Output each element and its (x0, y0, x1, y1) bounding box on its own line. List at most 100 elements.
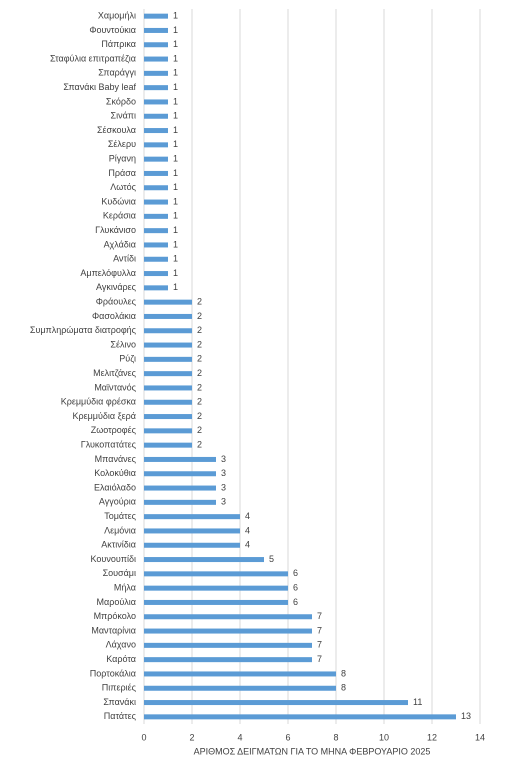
bar (144, 70, 168, 76)
bar (144, 628, 312, 634)
y-tick-label: Κυδώνια (101, 196, 136, 206)
bar (144, 385, 192, 391)
data-label: 1 (173, 182, 178, 192)
bar (144, 313, 192, 319)
y-tick-label: Κουνουπίδι (91, 554, 136, 564)
bar (144, 700, 408, 706)
bar (144, 557, 264, 563)
y-tick-label: Σέλερυ (108, 139, 136, 149)
x-tick-label: 6 (285, 732, 290, 742)
y-tick-label: Λάχανο (106, 640, 136, 650)
x-axis-title: ΑΡΙΘΜΟΣ ΔΕΙΓΜΑΤΩΝ ΓΙΑ ΤΟ ΜΗΝΑ ΦΕΒΡΟΥΑΡΙΟ… (194, 746, 431, 756)
bar (144, 256, 168, 262)
data-label: 2 (197, 440, 202, 450)
data-label: 1 (173, 68, 178, 78)
data-label: 8 (341, 668, 346, 678)
bar (144, 99, 168, 105)
y-tick-label: Μανταρίνια (91, 625, 136, 635)
y-tick-label: Σταφύλια επιτραπέζια (50, 53, 136, 63)
data-label: 2 (197, 425, 202, 435)
data-label: 2 (197, 339, 202, 349)
bar (144, 599, 288, 605)
x-tick-label: 8 (333, 732, 338, 742)
y-tick-label: Σουσάμι (103, 568, 136, 578)
bar (144, 642, 312, 648)
data-label: 11 (413, 697, 422, 707)
data-label: 3 (221, 497, 226, 507)
bar (144, 528, 240, 534)
y-tick-label: Ακτινίδια (101, 540, 136, 550)
data-label: 1 (173, 254, 178, 264)
bar (144, 585, 288, 591)
data-label: 1 (173, 82, 178, 92)
y-tick-label: Κρεμμύδια φρέσκα (61, 397, 136, 407)
data-label: 1 (173, 211, 178, 221)
data-label: 1 (173, 268, 178, 278)
data-label: 2 (197, 311, 202, 321)
data-label: 3 (221, 468, 226, 478)
data-label: 7 (317, 625, 322, 635)
y-tick-label: Λωτός (110, 182, 136, 192)
x-tick-label: 10 (379, 732, 389, 742)
bar (144, 414, 192, 420)
y-tick-label: Σπανάκι Baby leaf (63, 82, 136, 92)
bar (144, 685, 336, 691)
y-tick-label: Φράουλες (96, 297, 137, 307)
x-tick-label: 2 (189, 732, 194, 742)
bar (144, 242, 168, 248)
bar (144, 128, 168, 134)
y-tick-label: Αγγούρια (99, 497, 136, 507)
y-tick-label: Τομάτες (104, 511, 136, 521)
bar (144, 471, 216, 477)
bar (144, 571, 288, 577)
y-tick-label: Πάπρικα (101, 39, 136, 49)
y-tick-label: Μπρόκολο (94, 611, 136, 621)
data-label: 3 (221, 454, 226, 464)
data-label: 1 (173, 125, 178, 135)
bar (144, 442, 192, 448)
y-tick-label: Σκόρδο (106, 96, 136, 106)
data-label: 4 (245, 511, 250, 521)
data-label: 2 (197, 411, 202, 421)
data-label: 2 (197, 297, 202, 307)
y-tick-label: Σπαράγγι (98, 68, 136, 78)
y-tick-label: Γλυκοπατάτες (81, 440, 137, 450)
bar (144, 185, 168, 191)
y-tick-label: Συμπληρώματα διατροφής (30, 325, 137, 335)
data-label: 1 (173, 11, 178, 21)
y-tick-label: Πορτοκάλια (90, 668, 136, 678)
bar (144, 228, 168, 234)
x-tick-label: 4 (237, 732, 242, 742)
y-tick-label: Ελαιόλαδο (94, 482, 136, 492)
bar (144, 371, 192, 377)
y-tick-label: Κεράσια (103, 211, 136, 221)
bar (144, 142, 168, 148)
y-tick-label: Ζωοτροφές (91, 425, 137, 435)
data-label: 1 (173, 111, 178, 121)
y-tick-label: Μαρούλια (97, 597, 136, 607)
data-label: 8 (341, 683, 346, 693)
data-label: 2 (197, 325, 202, 335)
bar (144, 199, 168, 205)
y-tick-label: Κολοκύθια (94, 468, 136, 478)
y-tick-label: Χαμομήλι (98, 11, 136, 21)
data-label: 1 (173, 282, 178, 292)
data-label: 13 (461, 711, 471, 721)
data-label: 1 (173, 139, 178, 149)
data-label: 1 (173, 225, 178, 235)
data-label: 1 (173, 96, 178, 106)
bar (144, 499, 216, 505)
y-tick-label: Πράσα (108, 168, 136, 178)
x-tick-label: 12 (427, 732, 437, 742)
bar (144, 156, 168, 162)
y-tick-label: Σινάπι (111, 111, 136, 121)
bar (144, 85, 168, 91)
y-tick-label: Πιπεριές (102, 683, 137, 693)
y-tick-label: Αμπελόφυλλα (80, 268, 136, 278)
y-tick-label: Ρίγανη (109, 154, 136, 164)
x-tick-label: 14 (475, 732, 485, 742)
data-label: 1 (173, 168, 178, 178)
data-label: 1 (173, 39, 178, 49)
data-label: 1 (173, 154, 178, 164)
